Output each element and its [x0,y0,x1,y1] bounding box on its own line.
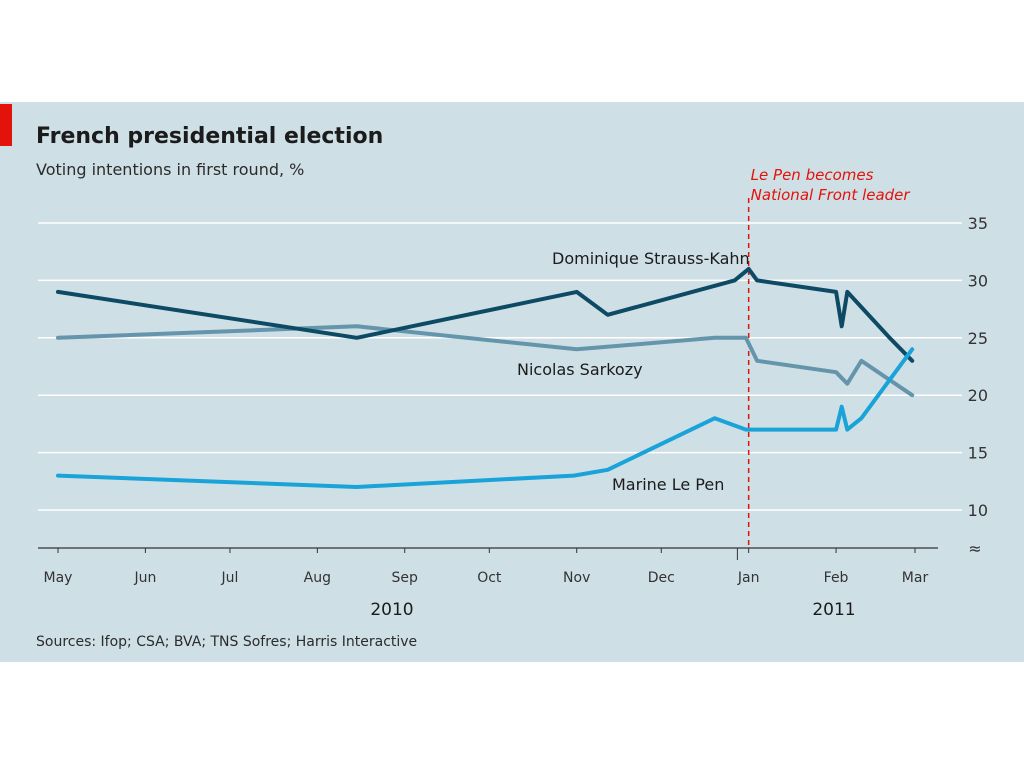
series-line-1 [56,324,915,398]
x-tick-label: Dec [648,570,675,586]
chart-subtitle: Voting intentions in first round, % [36,160,305,179]
y-tick-label: 20 [968,386,988,405]
year-label-2010: 2010 [370,600,413,620]
chart-source: Sources: Ifop; CSA; BVA; TNS Sofres; Har… [36,634,418,650]
y-tick-label: 25 [968,329,988,348]
event-label: Le Pen becomes [751,166,874,184]
y-tick-label: 35 [968,214,988,233]
x-tick-label: Jan [737,570,760,586]
series-label: Marine Le Pen [612,475,724,494]
series-line-2 [56,347,915,489]
x-tick-label: Nov [563,570,590,586]
y-tick-label: 15 [968,444,988,463]
x-tick-label: May [44,570,73,586]
year-label-2011: 2011 [812,600,855,620]
series-label: Nicolas Sarkozy [517,360,643,379]
x-tick-label: Mar [902,570,929,586]
x-tick-label: Aug [304,570,331,586]
x-tick-label: Jun [133,570,156,586]
event-label: National Front leader [751,186,911,204]
series-label: Dominique Strauss-Kahn [552,249,750,268]
x-tick-label: Jul [221,570,239,586]
y-tick-label: 30 [968,271,988,290]
y-tick-label: 10 [968,501,988,520]
axis-break-mark: ≈ [968,539,981,558]
chart-panel [0,102,1024,662]
x-tick-label: Feb [824,570,849,586]
chart-title: French presidential election [36,124,384,149]
x-tick-label: Oct [477,570,502,586]
brand-red-mark [0,104,12,146]
x-tick-label: Sep [392,570,419,586]
series-line-0 [56,266,915,363]
